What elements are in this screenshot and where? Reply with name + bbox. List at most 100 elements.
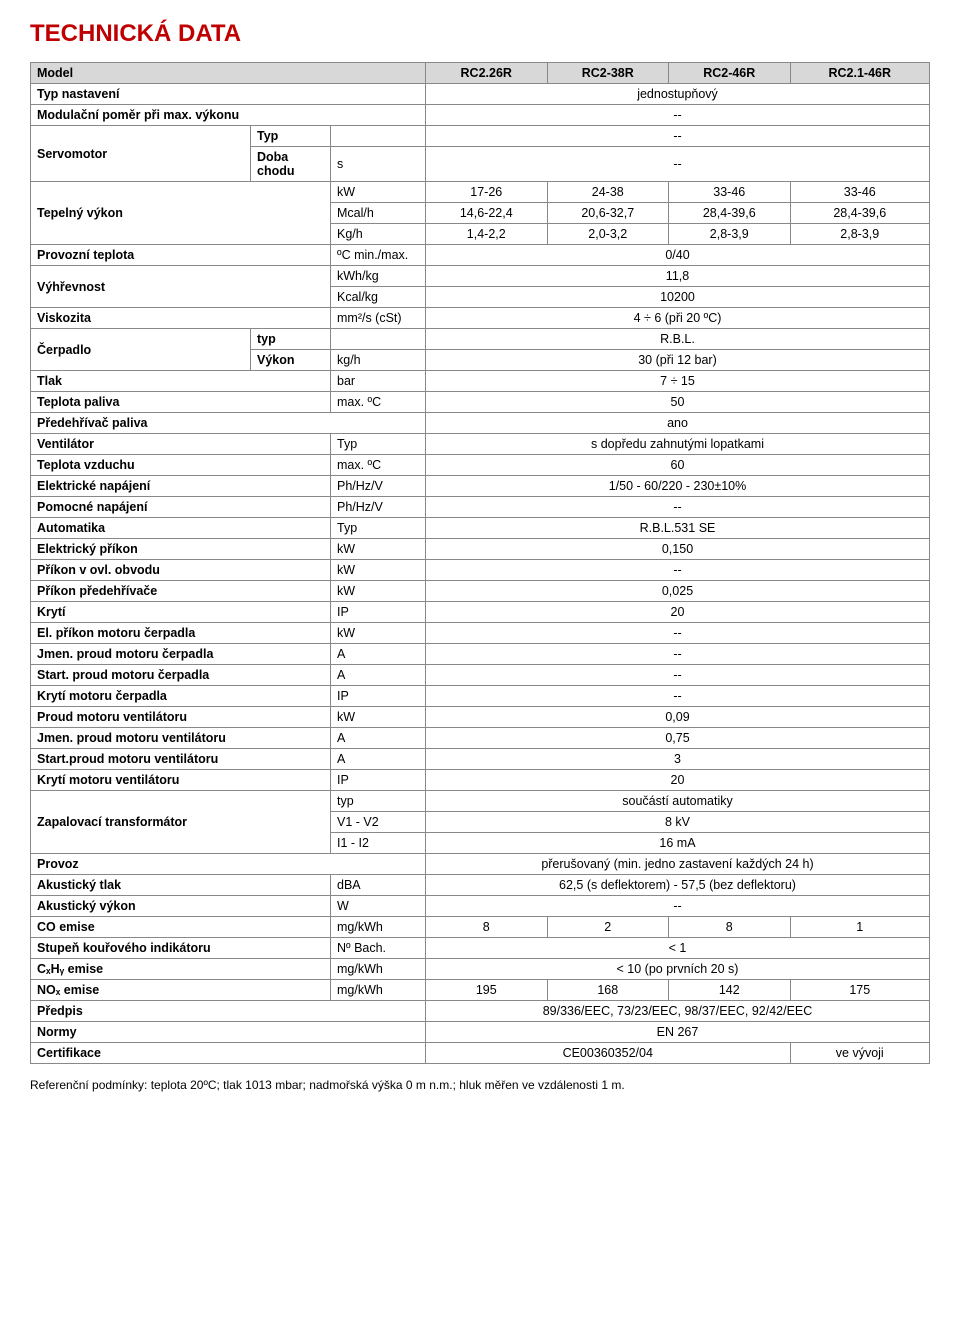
table-row: Elektrický příkon kW 0,150 (31, 539, 930, 560)
row-value: 30 (při 12 bar) (426, 350, 930, 371)
row-value: 50 (426, 392, 930, 413)
row-value: -- (426, 665, 930, 686)
cell: 8 (669, 917, 791, 938)
table-row: Start.proud motoru ventilátoru A 3 (31, 749, 930, 770)
table-row: Příkon v ovl. obvodu kW -- (31, 560, 930, 581)
table-row: Automatika Typ R.B.L.531 SE (31, 518, 930, 539)
row-value: součástí automatiky (426, 791, 930, 812)
row-label: Provozní teplota (31, 245, 331, 266)
row-value: 4 ÷ 6 (při 20 ºC) (426, 308, 930, 329)
sub-label: Typ (251, 126, 331, 147)
unit-cell: typ (331, 791, 426, 812)
unit-cell: IP (331, 686, 426, 707)
table-row: Viskozita mm²/s (cSt) 4 ÷ 6 (při 20 ºC) (31, 308, 930, 329)
row-value: s dopředu zahnutými lopatkami (426, 434, 930, 455)
row-value: 20 (426, 770, 930, 791)
cell: 33-46 (790, 182, 930, 203)
row-label: Automatika (31, 518, 331, 539)
row-value: -- (426, 623, 930, 644)
table-row: Modulační poměr při max. výkonu -- (31, 105, 930, 126)
unit-cell: I1 - I2 (331, 833, 426, 854)
col-rc2-1-46r: RC2.1-46R (790, 63, 930, 84)
table-row: Výhřevnost kWh/kg 11,8 (31, 266, 930, 287)
table-row: Start. proud motoru čerpadla A -- (31, 665, 930, 686)
row-label: Elektrický příkon (31, 539, 331, 560)
row-value: 20 (426, 602, 930, 623)
row-label: Teplota vzduchu (31, 455, 331, 476)
unit-cell: A (331, 728, 426, 749)
cell: 17-26 (426, 182, 548, 203)
row-label: Elektrické napájení (31, 476, 331, 497)
page-title: TECHNICKÁ DATA (30, 20, 930, 48)
unit-cell: mm²/s (cSt) (331, 308, 426, 329)
row-label: Pomocné napájení (31, 497, 331, 518)
table-row: Čerpadlo typ R.B.L. (31, 329, 930, 350)
table-row: Jmen. proud motoru ventilátoru A 0,75 (31, 728, 930, 749)
table-row: Tepelný výkon kW 17-26 24-38 33-46 33-46 (31, 182, 930, 203)
row-label: CO emise (31, 917, 331, 938)
cell: 20,6-32,7 (547, 203, 669, 224)
row-label: Krytí (31, 602, 331, 623)
table-row: Stupeň kouřového indikátoru Nº Bach. < 1 (31, 938, 930, 959)
cell: 28,4-39,6 (790, 203, 930, 224)
unit-cell: s (331, 147, 426, 182)
table-row: Krytí motoru ventilátoru IP 20 (31, 770, 930, 791)
unit-cell: Typ (331, 434, 426, 455)
unit-cell: kW (331, 539, 426, 560)
row-label: Stupeň kouřového indikátoru (31, 938, 331, 959)
row-value: EN 267 (426, 1022, 930, 1043)
unit-cell: kW (331, 581, 426, 602)
model-label: Model (31, 63, 426, 84)
unit-cell: mg/kWh (331, 917, 426, 938)
footnote: Referenční podmínky: teplota 20ºC; tlak … (30, 1078, 930, 1092)
table-row: CₓHᵧ emise mg/kWh < 10 (po prvních 20 s) (31, 959, 930, 980)
table-row: Krytí IP 20 (31, 602, 930, 623)
unit-cell: A (331, 749, 426, 770)
table-row: Provozní teplota ºC min./max. 0/40 (31, 245, 930, 266)
row-label: Normy (31, 1022, 426, 1043)
row-value: -- (426, 126, 930, 147)
row-label: Krytí motoru čerpadla (31, 686, 331, 707)
row-value: 3 (426, 749, 930, 770)
unit-cell: Nº Bach. (331, 938, 426, 959)
row-value: < 10 (po prvních 20 s) (426, 959, 930, 980)
row-value: 0,025 (426, 581, 930, 602)
row-value: ano (426, 413, 930, 434)
unit-cell: Ph/Hz/V (331, 497, 426, 518)
unit-cell: max. ºC (331, 392, 426, 413)
unit-cell: kW (331, 182, 426, 203)
row-label: Akustický tlak (31, 875, 331, 896)
row-value: 8 kV (426, 812, 930, 833)
cell: 33-46 (669, 182, 791, 203)
header-row: Model RC2.26R RC2-38R RC2-46R RC2.1-46R (31, 63, 930, 84)
row-label: Viskozita (31, 308, 331, 329)
unit-cell: IP (331, 770, 426, 791)
sub-label: Výkon (251, 350, 331, 371)
row-label: Krytí motoru ventilátoru (31, 770, 331, 791)
row-value: 16 mA (426, 833, 930, 854)
table-row: Předehřívač paliva ano (31, 413, 930, 434)
sub-label: Doba chodu (251, 147, 331, 182)
unit-cell: IP (331, 602, 426, 623)
row-value: R.B.L.531 SE (426, 518, 930, 539)
table-row: Akustický tlak dBA 62,5 (s deflektorem) … (31, 875, 930, 896)
table-row: Krytí motoru čerpadla IP -- (31, 686, 930, 707)
row-label: Příkon předehřívače (31, 581, 331, 602)
cell: 2 (547, 917, 669, 938)
table-row: Předpis 89/336/EEC, 73/23/EEC, 98/37/EEC… (31, 1001, 930, 1022)
unit-cell: Ph/Hz/V (331, 476, 426, 497)
unit-cell: mg/kWh (331, 980, 426, 1001)
row-value: přerušovaný (min. jedno zastavení každýc… (426, 854, 930, 875)
table-row: Teplota vzduchu max. ºC 60 (31, 455, 930, 476)
table-row: Servomotor Typ -- (31, 126, 930, 147)
table-row: NOₓ emise mg/kWh 195 168 142 175 (31, 980, 930, 1001)
row-value: 7 ÷ 15 (426, 371, 930, 392)
row-value: CE00360352/04 (426, 1043, 791, 1064)
row-value: 11,8 (426, 266, 930, 287)
table-row: Proud motoru ventilátoru kW 0,09 (31, 707, 930, 728)
unit-cell: Mcal/h (331, 203, 426, 224)
cell: 195 (426, 980, 548, 1001)
table-row: Akustický výkon W -- (31, 896, 930, 917)
row-value: 10200 (426, 287, 930, 308)
col-rc2-46r: RC2-46R (669, 63, 791, 84)
